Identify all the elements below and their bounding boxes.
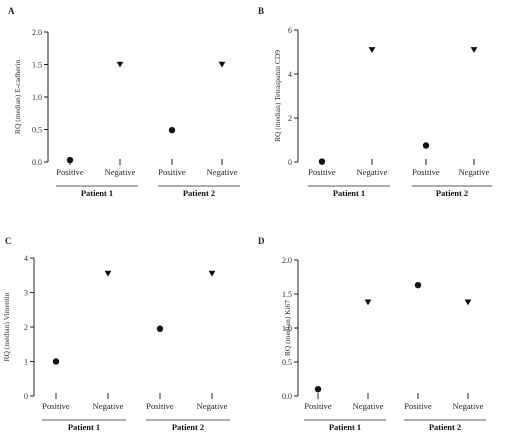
group-label: Patient 1	[81, 188, 113, 198]
y-axis-label: RQ (median) E-cadherin	[13, 60, 22, 134]
group-label: Patient 1	[329, 422, 361, 432]
y-tick-label: 2.0	[282, 256, 292, 265]
category-label: Negative	[93, 401, 124, 411]
data-point	[422, 142, 430, 149]
y-axis-label: RQ (median) Ki67	[283, 300, 292, 356]
group-label: Patient 2	[429, 422, 461, 432]
panel-letter: C	[5, 236, 12, 246]
category-label: Positive	[308, 167, 336, 177]
y-tick-label: 2	[24, 323, 28, 332]
y-tick-label: 6	[288, 26, 292, 35]
panel-d: D 0.0 0.5 1.0 1.5 2.0 RQ (median) Ki67 Positive…	[258, 236, 486, 432]
data-point	[218, 61, 226, 68]
category-label: Negative	[353, 401, 384, 411]
data-point	[318, 158, 326, 165]
data-point	[168, 126, 176, 134]
y-tick-label: 2.0	[32, 28, 42, 37]
data-point	[470, 47, 478, 53]
data-point	[314, 386, 322, 393]
group-label: Patient 2	[172, 422, 204, 432]
category-label: Negative	[105, 167, 136, 177]
category-label: Positive	[404, 401, 432, 411]
data-point	[156, 325, 164, 332]
panel-letter: A	[8, 6, 15, 16]
data-point	[66, 156, 74, 164]
category-label: Positive	[56, 167, 84, 177]
category-label: Positive	[146, 401, 174, 411]
panel-letter: B	[258, 6, 264, 16]
y-axis-label: RQ (median) Tetraspanin CD9	[273, 50, 282, 142]
category-label: Positive	[304, 401, 332, 411]
data-point	[208, 270, 216, 277]
y-tick-label: 1.0	[32, 93, 42, 102]
panel-a: A 0.0 0.5 1.0 1.5 2.0 RQ (median) E-cadherin Po…	[8, 6, 240, 198]
category-label: Negative	[207, 167, 238, 177]
y-tick-label: 1	[24, 358, 28, 367]
data-point	[52, 358, 60, 365]
y-tick-label: 0.0	[282, 392, 292, 401]
y-tick-label: 2	[288, 114, 292, 123]
data-point	[364, 299, 372, 306]
y-tick-label: 1.5	[282, 290, 292, 299]
group-label: Patient 1	[68, 422, 100, 432]
group-label: Patient 2	[183, 188, 215, 198]
category-label: Negative	[459, 167, 490, 177]
y-tick-label: 1.0	[282, 324, 292, 333]
y-tick-label: 4	[24, 254, 28, 263]
y-tick-label: 0.5	[282, 358, 292, 367]
y-tick-label: 0.5	[32, 126, 42, 135]
data-point	[414, 281, 422, 289]
panel-letter: D	[258, 236, 265, 246]
data-point	[104, 270, 112, 277]
category-label: Negative	[357, 167, 388, 177]
y-tick-label: 4	[288, 70, 292, 79]
y-tick-label: 0	[288, 158, 292, 167]
y-tick-label: 0.0	[32, 158, 42, 167]
category-label: Negative	[197, 401, 228, 411]
y-axis-label: RQ (median) Vimentin	[2, 292, 11, 361]
category-label: Positive	[158, 167, 186, 177]
group-label: Patient 2	[436, 188, 468, 198]
category-label: Negative	[453, 401, 484, 411]
y-tick-label: 1.5	[32, 61, 42, 70]
y-tick-label: 0	[24, 392, 28, 401]
y-tick-label: 3	[24, 289, 28, 298]
panel-c: C 0 1 2 3 4 RQ (median) Vimentin Positive Negati…	[2, 236, 230, 432]
group-label: Patient 1	[333, 188, 365, 198]
category-label: Positive	[412, 167, 440, 177]
data-point	[368, 47, 376, 53]
data-point	[464, 299, 472, 306]
panel-b: B 0 2 4 6 RQ (median) Tetraspanin CD9 Positive…	[258, 6, 492, 198]
data-point	[116, 61, 124, 68]
category-label: Positive	[42, 401, 70, 411]
